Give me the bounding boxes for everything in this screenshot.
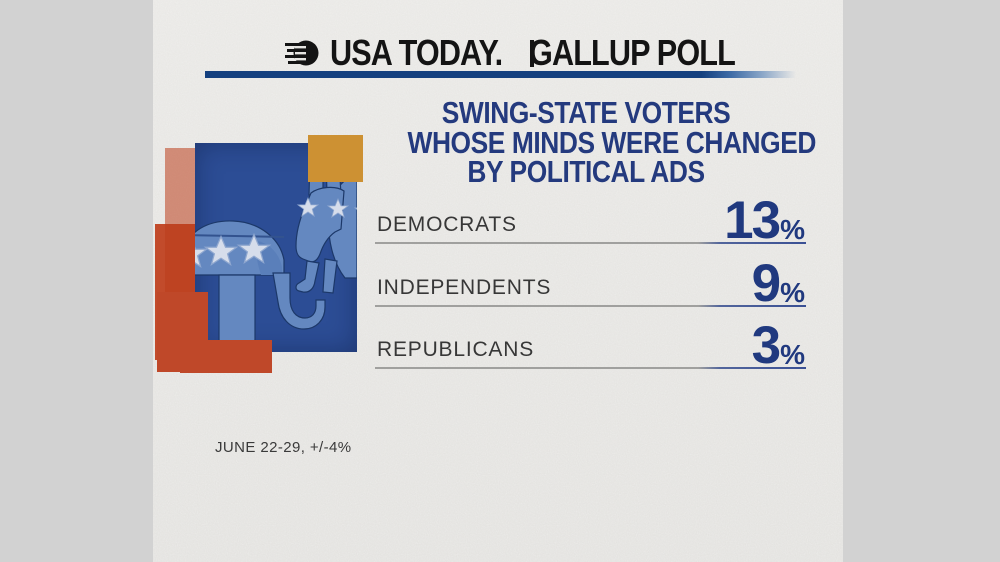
result-label: REPUBLICANS <box>377 338 535 361</box>
masthead: USA TODAY. GALLUP POLL <box>285 32 771 73</box>
percent-sign: % <box>780 338 805 370</box>
percent-sign: % <box>780 213 805 245</box>
result-number: 9 <box>751 253 782 313</box>
result-underline <box>375 367 806 369</box>
result-row-independents: INDEPENDENTS 9 % <box>375 253 806 313</box>
result-underline <box>375 305 806 307</box>
title-line-1: SWING-STATE VOTERS <box>441 95 731 130</box>
result-value: 9 % <box>751 253 805 313</box>
usatoday-globe-icon <box>285 40 319 66</box>
gallup-wordmark: GALLUP POLL <box>528 32 736 73</box>
result-value: 13 % <box>724 190 805 250</box>
footnote-date: JUNE 22-29, +/-4% <box>215 439 352 456</box>
percent-sign: % <box>780 276 805 308</box>
result-value: 3 % <box>751 315 805 375</box>
result-underline <box>375 242 806 244</box>
result-label: INDEPENDENTS <box>377 276 552 299</box>
masthead-rule <box>205 71 796 78</box>
poll-title: SWING-STATE VOTERS WHOSE MINDS WERE CHAN… <box>407 95 817 189</box>
accent-red-overlay-rect <box>180 340 272 373</box>
result-number: 3 <box>751 315 782 375</box>
usatoday-wordmark: USA TODAY. <box>330 32 503 73</box>
result-row-democrats: DEMOCRATS 13 % <box>375 190 806 250</box>
result-number: 13 <box>724 190 781 250</box>
title-line-3: BY POLITICAL ADS <box>467 154 705 189</box>
title-line-2: WHOSE MINDS WERE CHANGED <box>407 124 817 160</box>
result-label: DEMOCRATS <box>377 213 517 236</box>
result-row-republicans: REPUBLICANS 3 % <box>375 315 806 375</box>
masthead-divider <box>529 39 534 67</box>
accent-gold-rect <box>308 135 363 182</box>
